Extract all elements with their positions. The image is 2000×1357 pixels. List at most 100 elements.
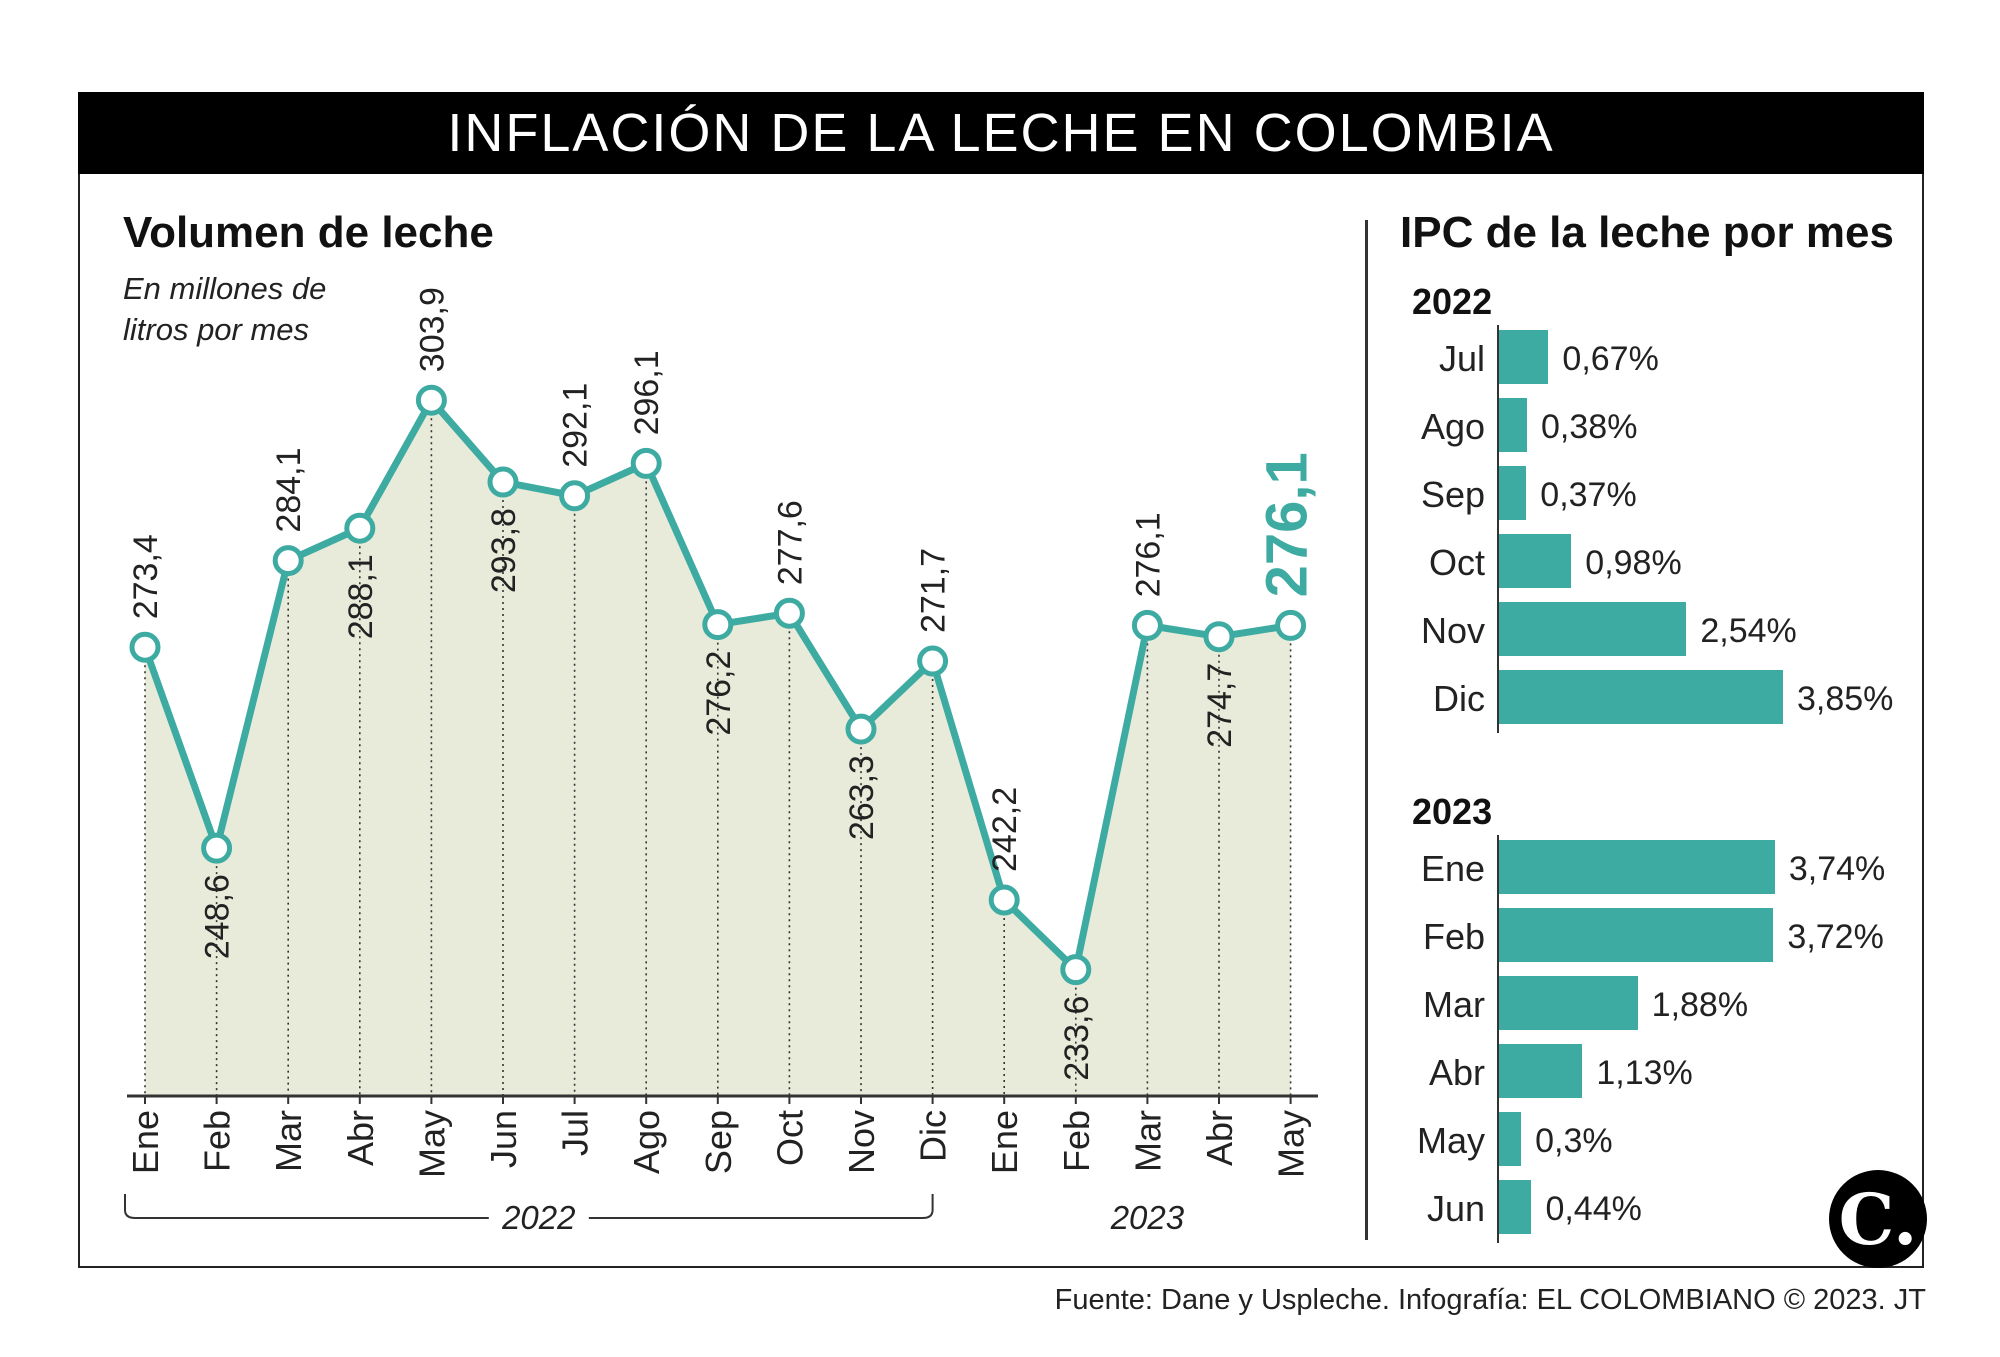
data-point bbox=[272, 545, 304, 577]
value-label: 263,3 bbox=[843, 755, 881, 840]
x-tick-label: Ene bbox=[125, 1110, 166, 1174]
bar-row: Ene 3,74% bbox=[1370, 835, 1930, 903]
data-point bbox=[201, 832, 233, 864]
x-tick-label: Feb bbox=[197, 1110, 238, 1172]
bar-value-label: 0,37% bbox=[1540, 476, 1637, 514]
bar-value-label: 2,54% bbox=[1700, 612, 1797, 650]
data-point bbox=[1203, 621, 1235, 653]
bar-value-label: 1,88% bbox=[1651, 986, 1749, 1024]
x-tick-label: Abr bbox=[1199, 1110, 1240, 1166]
x-tick-label: Mar bbox=[1127, 1110, 1168, 1172]
bar-row: Feb 3,72% bbox=[1370, 903, 1930, 971]
value-label: 242,2 bbox=[986, 787, 1024, 872]
bar-category-label: May bbox=[1416, 1120, 1485, 1161]
data-point bbox=[415, 384, 447, 416]
subtitle-line-1: En millones de bbox=[123, 271, 327, 306]
data-point bbox=[845, 713, 877, 745]
bar bbox=[1499, 330, 1549, 384]
el-colombiano-logo: C. bbox=[1829, 1170, 1927, 1268]
bar-group-year: 2023 bbox=[1412, 791, 1493, 832]
bar-category-label: Oct bbox=[1428, 542, 1485, 583]
bar-axis bbox=[1497, 325, 1499, 733]
data-point bbox=[1275, 609, 1307, 641]
bar-category-label: Abr bbox=[1428, 1052, 1485, 1093]
bar bbox=[1499, 670, 1783, 724]
data-point bbox=[129, 631, 161, 663]
x-tick-label: Dic bbox=[913, 1110, 954, 1162]
data-point bbox=[630, 447, 662, 479]
value-label: 292,1 bbox=[557, 383, 595, 468]
year-group-label: 2022 bbox=[501, 1199, 575, 1236]
data-point bbox=[1060, 954, 1092, 986]
bar-category-label: Sep bbox=[1420, 474, 1485, 515]
bar bbox=[1499, 1180, 1532, 1234]
value-label: 288,1 bbox=[342, 554, 380, 639]
value-label: 273,4 bbox=[127, 534, 165, 619]
line-chart-subtitle: En millones de litros por mes bbox=[123, 268, 326, 350]
value-label: 274,7 bbox=[1201, 663, 1239, 748]
area-fill-layer bbox=[145, 400, 1291, 1097]
bar-value-label: 3,72% bbox=[1787, 918, 1884, 956]
milk-volume-line-chart: 273,4 248,6 284,1 288,1 303,9 293,8 292,1 296,1… bbox=[124, 287, 1320, 1236]
year-bracket bbox=[124, 1194, 934, 1219]
x-tick-label: Oct bbox=[769, 1110, 810, 1166]
x-tick-label: Ene bbox=[984, 1110, 1025, 1174]
bar bbox=[1499, 1112, 1522, 1166]
infographic-title: INFLACIÓN DE LA LECHE EN COLOMBIA bbox=[78, 92, 1924, 174]
bar bbox=[1499, 1044, 1583, 1098]
bar-row: Nov 2,54% bbox=[1370, 597, 1930, 665]
bar-category-label: Ago bbox=[1420, 406, 1485, 447]
x-tick-label: Sep bbox=[698, 1110, 739, 1174]
bar-group-year: 2022 bbox=[1412, 281, 1493, 322]
data-point bbox=[1131, 609, 1163, 641]
bar bbox=[1499, 534, 1572, 588]
x-tick-label: Jul bbox=[555, 1110, 596, 1156]
data-point bbox=[344, 512, 376, 544]
x-tick-label: Abr bbox=[340, 1110, 381, 1166]
x-tick-label: May bbox=[1271, 1110, 1312, 1178]
bar-value-label: 0,98% bbox=[1585, 544, 1682, 582]
line-chart-title: Volumen de leche bbox=[123, 208, 494, 257]
data-point bbox=[487, 466, 519, 498]
value-label: 284,1 bbox=[270, 447, 308, 532]
x-tick-label: Jun bbox=[483, 1110, 524, 1168]
data-point bbox=[702, 609, 734, 641]
year-group-label: 2023 bbox=[1110, 1199, 1185, 1236]
bar-category-label: Jun bbox=[1426, 1188, 1485, 1229]
x-tick-label: Ago bbox=[626, 1110, 667, 1174]
bar bbox=[1499, 398, 1528, 452]
bar-row: Abr 1,13% bbox=[1370, 1039, 1930, 1107]
bar-value-label: 3,85% bbox=[1797, 680, 1894, 718]
value-label: 276,2 bbox=[700, 651, 738, 736]
value-label: 303,9 bbox=[413, 287, 451, 372]
panel-divider bbox=[1365, 220, 1368, 1240]
value-label: 296,1 bbox=[628, 350, 666, 435]
source-note: Fuente: Dane y Uspleche. Infografía: EL … bbox=[1054, 1284, 1926, 1316]
data-point bbox=[917, 645, 949, 677]
data-point bbox=[988, 884, 1020, 916]
bar-category-label: Jul bbox=[1438, 338, 1485, 379]
bar bbox=[1499, 840, 1775, 894]
bar-row: Mar 1,88% bbox=[1370, 971, 1930, 1039]
value-label: 276,1 bbox=[1129, 512, 1167, 597]
x-tick-label: Feb bbox=[1056, 1110, 1097, 1172]
bar-value-label: 1,13% bbox=[1596, 1054, 1693, 1092]
bar-row: May 0,3% bbox=[1370, 1107, 1930, 1175]
bar bbox=[1499, 976, 1638, 1030]
bar-row: Oct 0,98% bbox=[1370, 529, 1930, 597]
bar bbox=[1499, 908, 1774, 962]
bar-row: Jul 0,67% bbox=[1370, 325, 1930, 393]
value-label: 277,6 bbox=[771, 500, 809, 585]
bar-value-label: 0,44% bbox=[1545, 1190, 1642, 1228]
value-label: 248,6 bbox=[199, 874, 237, 959]
x-axis-layer: Ene Feb Mar Abr May Jun Jul Ago Sep Oct Nov Dic Ene F… bbox=[124, 1094, 1318, 1236]
value-label: 233,6 bbox=[1058, 996, 1096, 1081]
value-label: 271,7 bbox=[915, 548, 953, 633]
bar-row: Sep 0,37% bbox=[1370, 461, 1930, 529]
data-point bbox=[559, 480, 591, 512]
x-tick-label: Mar bbox=[268, 1110, 309, 1172]
bar-category-label: Dic bbox=[1433, 678, 1485, 719]
bar bbox=[1499, 602, 1687, 656]
subtitle-line-2: litros por mes bbox=[123, 312, 310, 347]
bar-value-label: 0,67% bbox=[1562, 340, 1659, 378]
